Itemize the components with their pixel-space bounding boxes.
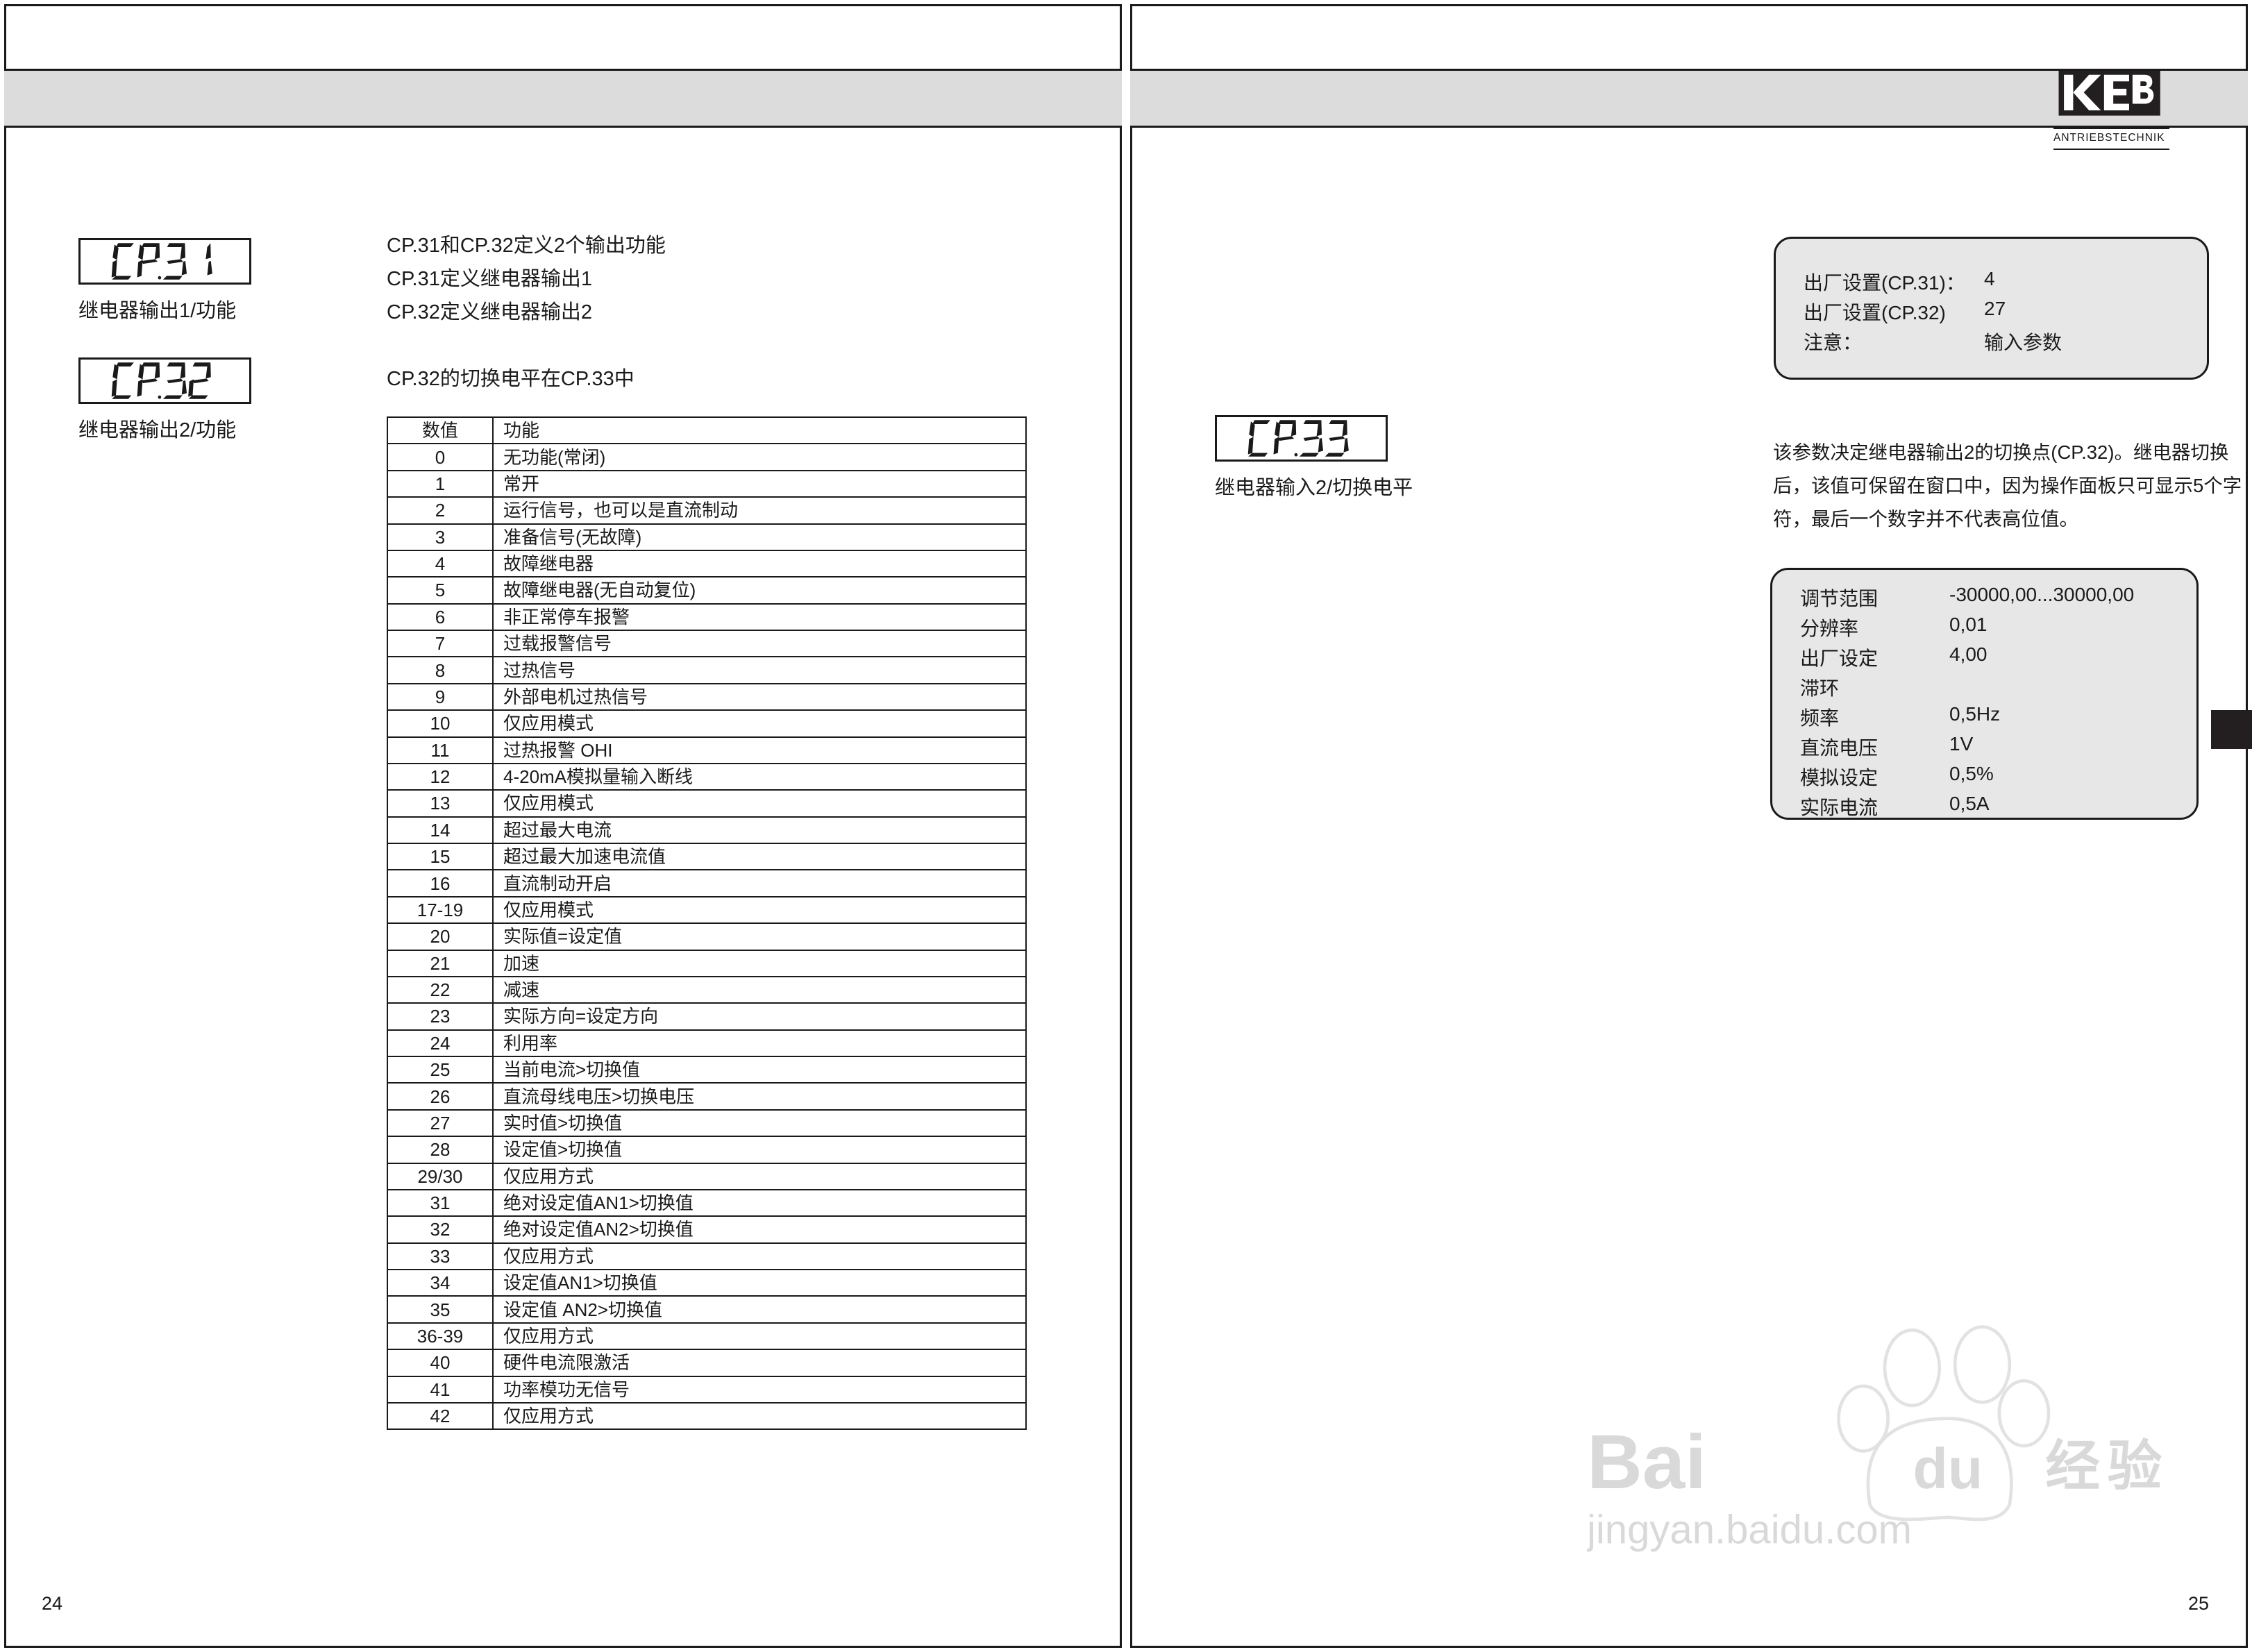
- svg-text:jingyan.baidu.com: jingyan.baidu.com: [1587, 1507, 1912, 1552]
- svg-text:经 验: 经 验: [2045, 1435, 2162, 1497]
- svg-text:du: du: [1913, 1437, 1983, 1501]
- svg-text:Bai: Bai: [1587, 1419, 1706, 1505]
